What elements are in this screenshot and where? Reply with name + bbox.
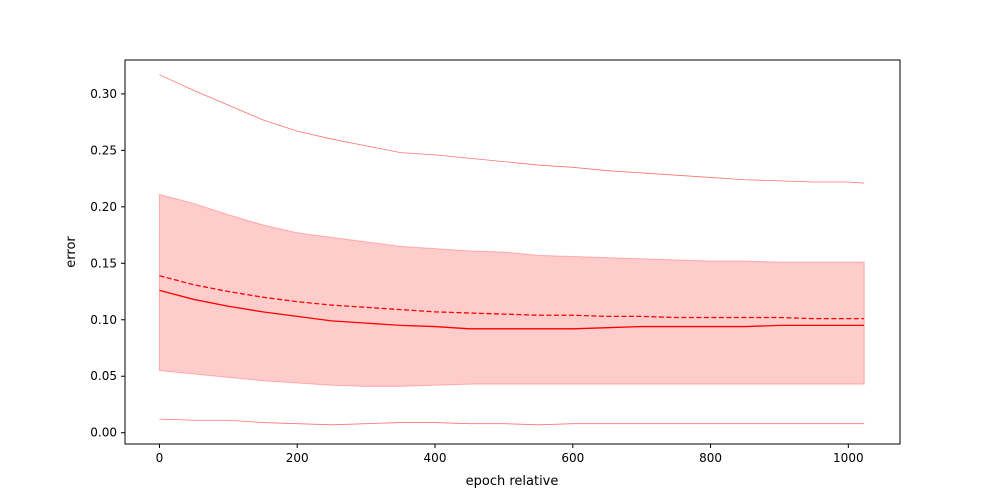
y-tick-label: 0.05 [90,369,117,383]
series-line-max [159,74,865,184]
x-tick-label: 800 [699,451,722,465]
x-tick-label: 600 [561,451,584,465]
series-line-median [159,289,865,330]
plot-frame [124,59,901,445]
series-line-mean [159,275,865,320]
x-axis-title: epoch relative [466,474,559,489]
y-tick-label: 0.10 [90,313,117,327]
y-tick-label: 0.00 [90,426,117,440]
y-tick-label: 0.30 [90,87,117,101]
x-axis: 0 200 400 600 800 1000 [156,444,864,465]
y-axis-title: error [64,236,79,268]
series-line-min [159,418,865,426]
x-tick-label: 0 [156,451,164,465]
y-tick-label: 0.25 [90,143,117,157]
x-tick-label: 400 [424,451,447,465]
series-band-area [158,193,865,387]
x-tick-label: 200 [286,451,309,465]
plot-series-layer [158,74,865,426]
x-tick-label: 1000 [833,451,864,465]
y-tick-label: 0.15 [90,256,117,270]
y-axis: 0.00 0.05 0.10 0.15 0.20 0.25 0.30 [90,87,125,440]
y-tick-label: 0.20 [90,200,117,214]
